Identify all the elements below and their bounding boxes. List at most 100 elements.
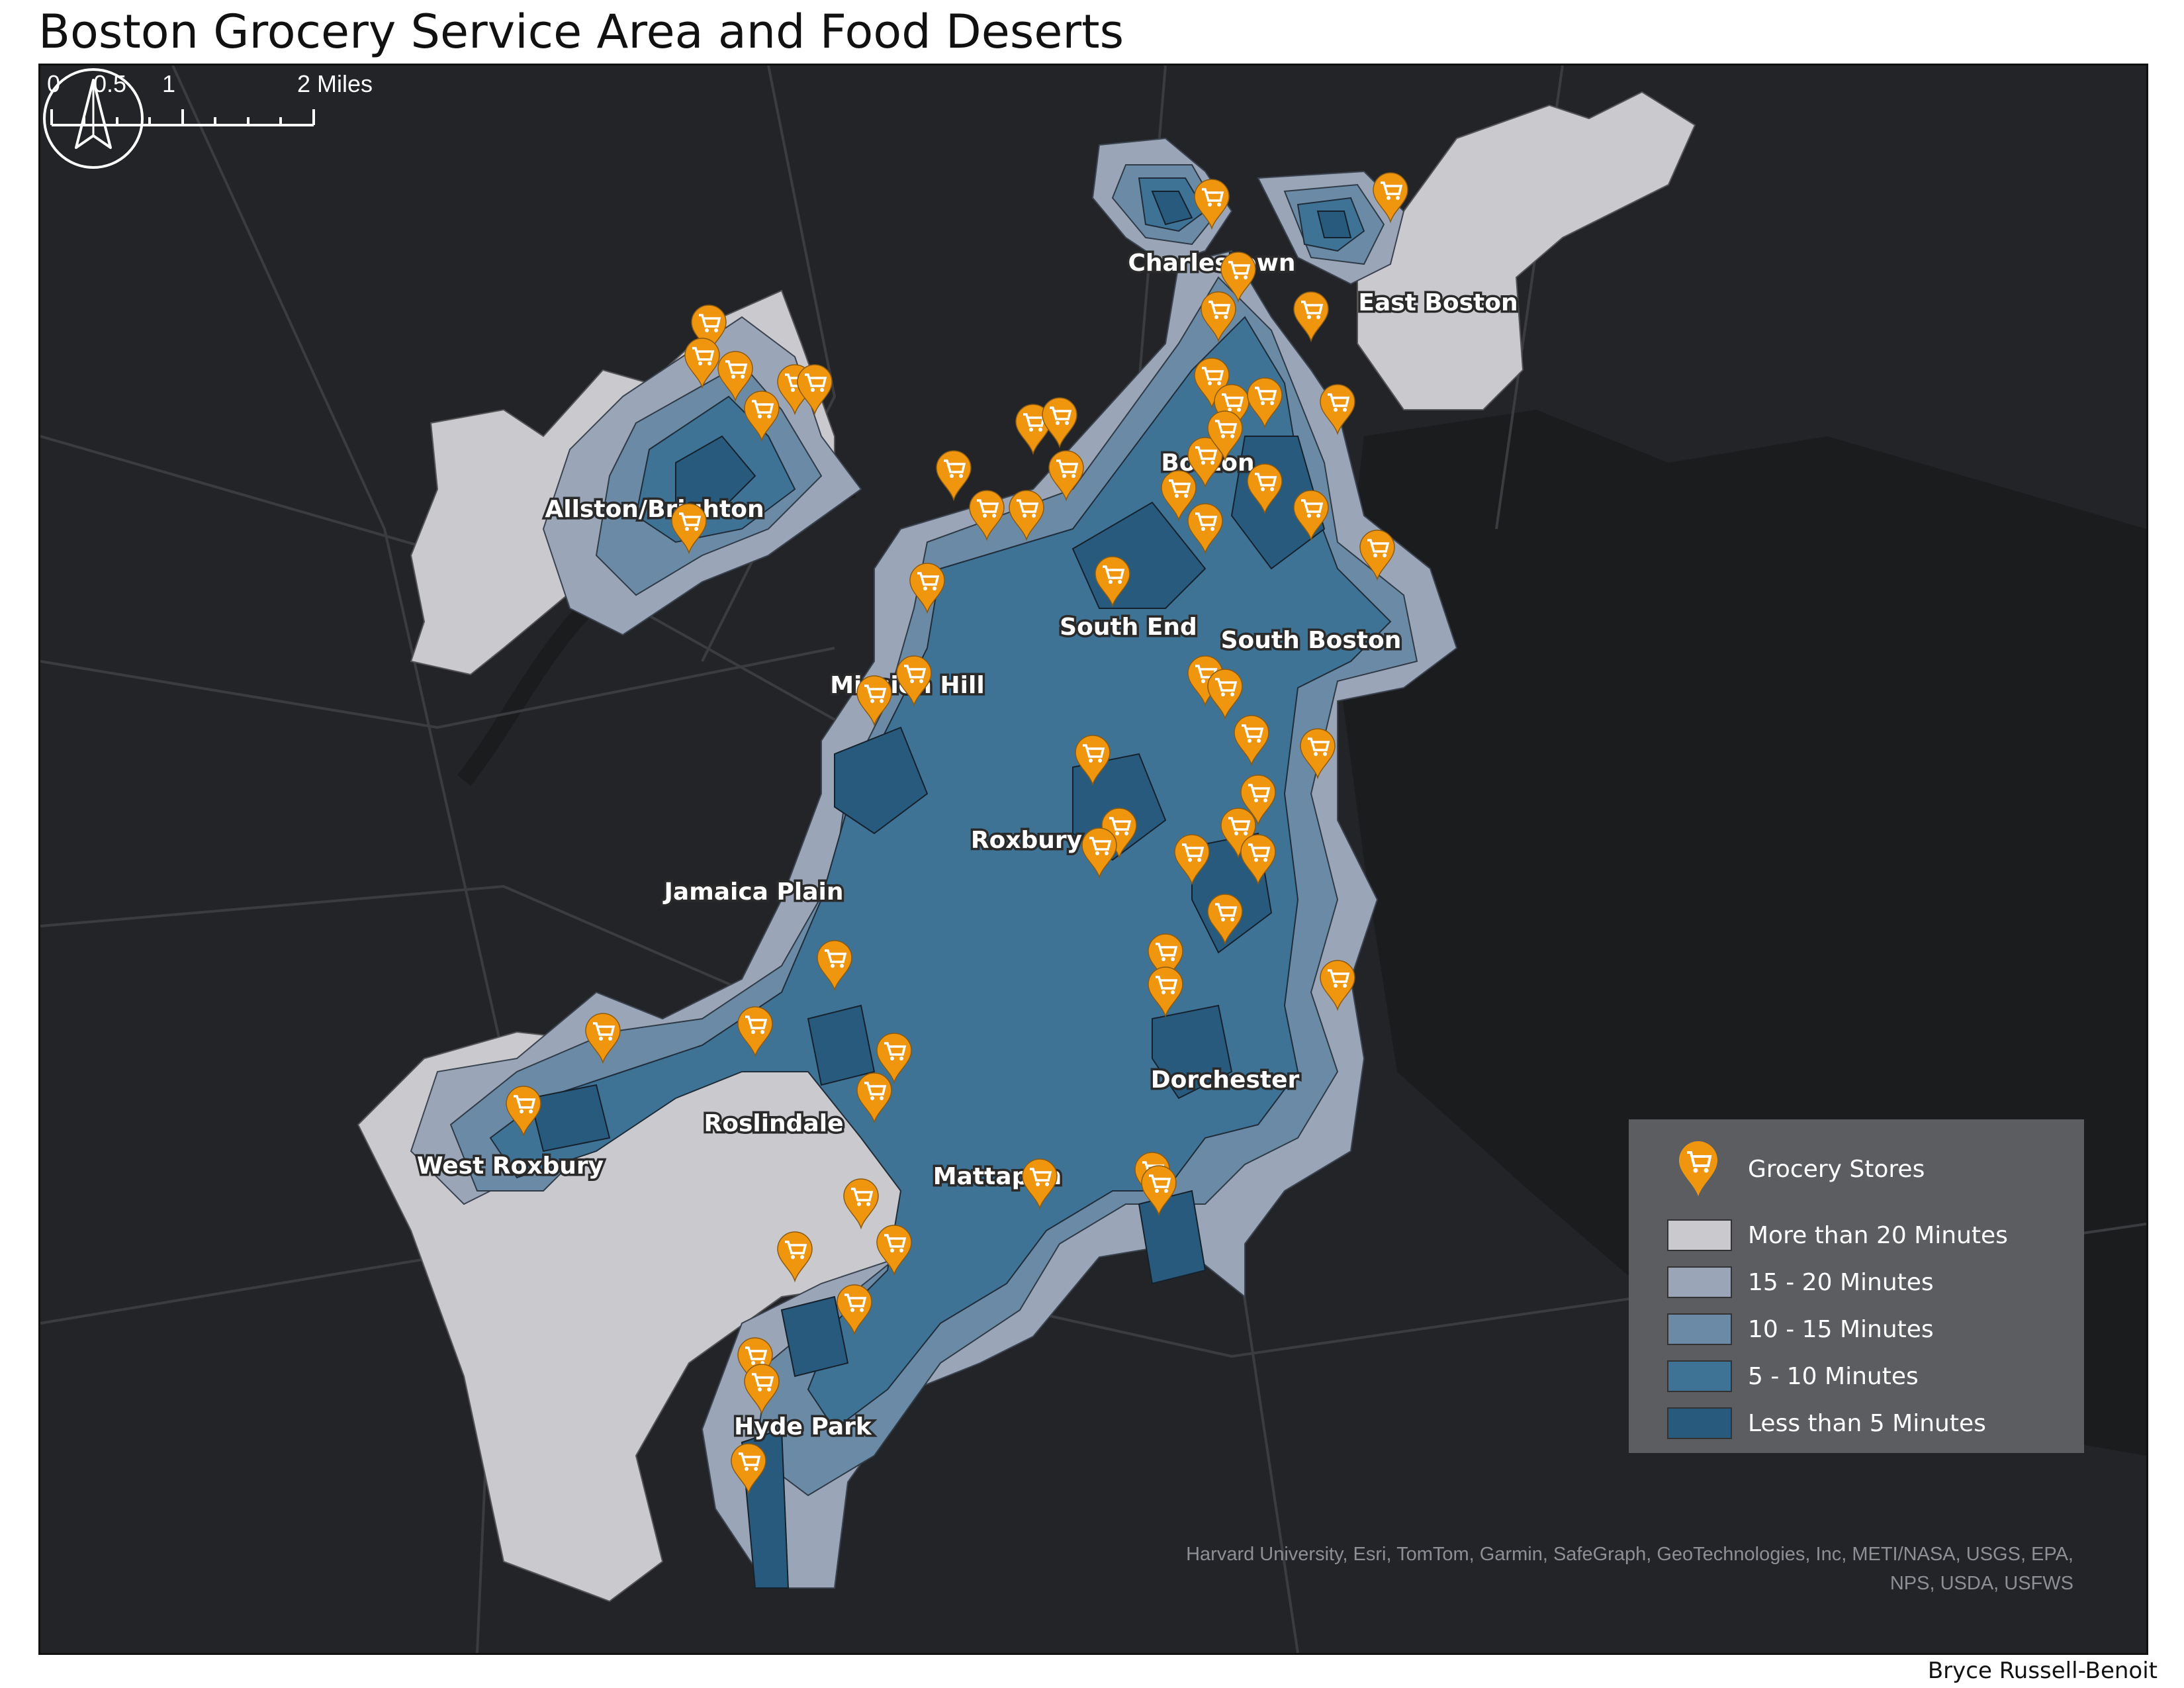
grocery-store-marker-icon[interactable] [909, 563, 945, 614]
legend: Grocery Stores More than 20 Minutes 15 - … [1629, 1119, 2084, 1453]
grocery-store-marker-icon[interactable] [1095, 556, 1130, 608]
grocery-store-marker-icon[interactable] [1194, 179, 1230, 230]
grocery-store-marker-icon[interactable] [1022, 1158, 1058, 1210]
grocery-store-marker-icon[interactable] [1320, 960, 1355, 1011]
label-west-roxbury: West Roxbury [417, 1152, 604, 1180]
label-allston-brighton: Allston/Brighton [545, 496, 764, 523]
grocery-store-marker-icon[interactable] [1234, 715, 1269, 767]
grocery-store-marker-icon[interactable] [1194, 357, 1230, 409]
grocery-store-marker-icon[interactable] [717, 351, 753, 402]
scale-label-0-5: 0.5 [93, 70, 126, 97]
grocery-store-marker-icon[interactable] [1320, 384, 1355, 436]
neighborhood-labels: Charlestown East Boston Boston Allston/B… [414, 248, 1520, 1443]
grocery-store-marker-icon[interactable] [1148, 933, 1183, 985]
grocery-store-marker-icon[interactable] [1075, 735, 1111, 786]
grocery-store-marker-icon[interactable] [1220, 808, 1256, 859]
grocery-store-marker-icon[interactable] [1240, 834, 1276, 886]
zone-under-5 [529, 191, 1352, 1589]
grocery-store-marker-icon[interactable] [876, 1225, 912, 1276]
grocery-store-marker-icon[interactable] [684, 338, 720, 389]
grocery-store-marker-icon[interactable] [1042, 397, 1077, 449]
grocery-store-marker-icon[interactable] [1247, 377, 1283, 429]
map-title: Boston Grocery Service Area and Food Des… [38, 5, 1124, 59]
label-dorchester: Dorchester [1151, 1066, 1300, 1094]
grocery-store-marker-icon[interactable] [1220, 252, 1256, 303]
legend-row: More than 20 Minutes [1667, 1219, 2008, 1252]
legend-class-label: More than 20 Minutes [1748, 1221, 2008, 1249]
grocery-store-marker-icon[interactable] [1293, 490, 1329, 541]
grocery-store-marker-icon[interactable] [1207, 669, 1243, 720]
label-hyde-park: Hyde Park [734, 1413, 872, 1440]
label-south-end: South End [1060, 614, 1197, 641]
grocery-store-marker-icon[interactable] [1240, 774, 1276, 826]
grocery-store-marker-icon[interactable] [1214, 384, 1250, 436]
grocery-store-marker-icon[interactable] [1187, 503, 1223, 555]
grocery-store-marker-icon[interactable] [671, 503, 707, 555]
grocery-store-markers [506, 172, 1408, 1495]
credit-line-1: Harvard University, Esri, TomTom, Garmin… [1186, 1544, 2073, 1565]
legend-swatch [1667, 1407, 1732, 1439]
grocery-store-marker-icon[interactable] [969, 490, 1005, 541]
grocery-store-marker-icon[interactable] [856, 1072, 892, 1124]
legend-swatch [1667, 1266, 1732, 1298]
grocery-store-marker-icon[interactable] [1293, 291, 1329, 343]
grocery-store-marker-icon[interactable] [691, 305, 727, 356]
scale-label-2: 2 Miles [297, 70, 373, 97]
grocery-store-marker-icon[interactable] [1141, 1165, 1177, 1217]
grocery-store-marker-icon[interactable] [1148, 966, 1183, 1018]
legend-class-label: 15 - 20 Minutes [1748, 1268, 1934, 1296]
grocery-store-marker-icon[interactable] [737, 1337, 773, 1389]
grocery-store-marker-icon[interactable] [1009, 490, 1044, 541]
legend-swatch [1667, 1313, 1732, 1345]
grocery-store-marker-icon[interactable] [1247, 463, 1283, 515]
grocery-store-marker-icon[interactable] [1373, 172, 1408, 224]
grocery-store-marker-icon[interactable] [777, 1231, 813, 1283]
grocery-store-marker-icon[interactable] [1174, 834, 1210, 886]
legend-row: Less than 5 Minutes [1667, 1407, 1986, 1440]
label-charlestown: Charlestown [1128, 250, 1295, 277]
legend-store-label: Grocery Stores [1748, 1156, 1925, 1183]
grocery-store-marker-icon[interactable] [1201, 291, 1236, 343]
grocery-store-marker-icon[interactable] [1207, 410, 1243, 462]
grocery-store-marker-icon[interactable] [1187, 437, 1223, 489]
grocery-store-marker-icon[interactable] [837, 1284, 872, 1336]
grocery-store-marker-icon[interactable] [896, 655, 932, 707]
legend-class-label: 10 - 15 Minutes [1748, 1315, 1934, 1343]
label-roxbury: Roxbury [971, 827, 1082, 854]
grocery-store-marker-icon[interactable] [1207, 894, 1243, 945]
grocery-store-marker-icon[interactable] [1359, 530, 1395, 581]
grocery-store-marker-icon[interactable] [1161, 470, 1197, 522]
grocery-store-marker-icon[interactable] [1048, 450, 1084, 502]
map-frame[interactable]: Charlestown East Boston Boston Allston/B… [38, 64, 2148, 1655]
grocery-store-marker-icon[interactable] [856, 675, 892, 727]
label-east-boston: East Boston [1358, 289, 1518, 316]
scale-label-0: 0 [47, 70, 60, 97]
legend-swatch [1667, 1219, 1732, 1251]
grocery-store-marker-icon[interactable] [936, 450, 972, 502]
scale-bar: 0 0.5 1 2 Miles [47, 70, 373, 126]
grocery-store-marker-icon[interactable] [585, 1013, 621, 1064]
legend-swatch [1667, 1360, 1732, 1392]
author-credit: Bryce Russell-Benoit [1927, 1658, 2158, 1684]
grocery-store-marker-icon[interactable] [876, 1033, 912, 1084]
grocery-store-marker-icon[interactable] [744, 1364, 780, 1415]
grocery-store-marker-icon[interactable] [737, 1006, 773, 1058]
basemap-credit: Harvard University, Esri, TomTom, Garmin… [1081, 1540, 2073, 1598]
grocery-store-marker-icon[interactable] [1081, 827, 1117, 879]
legend-class-label: 5 - 10 Minutes [1748, 1362, 1919, 1390]
grocery-store-marker-icon[interactable] [797, 364, 833, 416]
grocery-store-marker-icon[interactable] [843, 1178, 879, 1230]
legend-row: 10 - 15 Minutes [1667, 1313, 1934, 1346]
grocery-store-marker-icon[interactable] [817, 940, 852, 992]
label-roslindale: Roslindale [704, 1110, 843, 1137]
grocery-store-marker-icon[interactable] [744, 391, 780, 442]
grocery-store-marker-icon[interactable] [1015, 404, 1051, 455]
grocery-store-marker-icon[interactable] [1300, 728, 1336, 780]
credit-line-2: NPS, USDA, USFWS [1889, 1572, 2073, 1594]
legend-row: 5 - 10 Minutes [1667, 1360, 1919, 1393]
legend-class-label: Less than 5 Minutes [1748, 1409, 1986, 1437]
grocery-store-marker-icon[interactable] [506, 1086, 541, 1137]
grocery-store-marker-icon[interactable] [731, 1443, 766, 1495]
map-canvas[interactable]: Charlestown East Boston Boston Allston/B… [40, 66, 2146, 1653]
label-jamaica-plain: Jamaica Plain [662, 878, 844, 906]
